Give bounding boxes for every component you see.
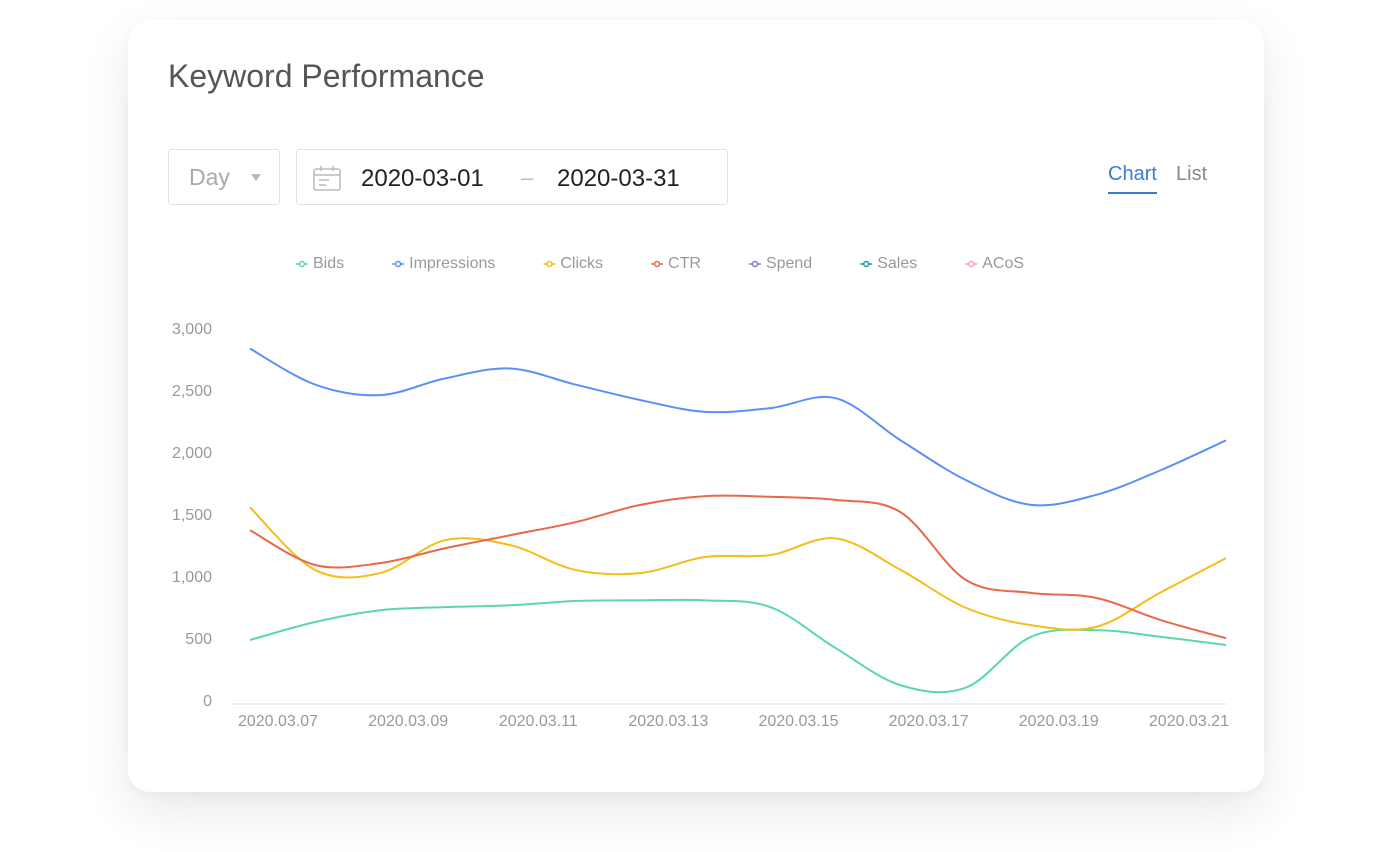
- series-line: [249, 494, 1227, 640]
- card-title: Keyword Performance: [168, 58, 485, 94]
- y-tick-label: 1,000: [172, 569, 212, 586]
- y-tick-label: 2,500: [172, 383, 212, 400]
- end-date: 2020-03-31: [557, 165, 680, 192]
- x-tick-label: 2020.03.07: [238, 713, 318, 730]
- legend-dot: [653, 260, 661, 268]
- y-tick-label: 0: [203, 693, 212, 710]
- x-tick-label: 2020.03.09: [368, 713, 448, 730]
- x-tick-label: 2020.03.13: [628, 713, 708, 730]
- legend-dot: [967, 260, 975, 268]
- y-tick-label: 1,500: [172, 507, 212, 524]
- period-select[interactable]: Day: [168, 149, 280, 205]
- tab-chart[interactable]: Chart: [1108, 163, 1157, 194]
- legend-dot: [394, 260, 402, 268]
- legend-label[interactable]: Spend: [766, 255, 812, 272]
- y-tick-label: 500: [185, 631, 212, 648]
- legend-label[interactable]: CTR: [668, 255, 701, 272]
- series-line: [249, 506, 1227, 631]
- range-separator: –: [521, 165, 534, 190]
- x-tick-label: 2020.03.19: [1019, 713, 1099, 730]
- date-range[interactable]: 2020-03-01 – 2020-03-31: [296, 149, 728, 205]
- legend-dot: [298, 260, 306, 268]
- card: Keyword Performance Day 2020-03-01 – 202…: [128, 20, 1264, 792]
- legend-dot: [751, 260, 759, 268]
- y-tick-label: 2,000: [172, 445, 212, 462]
- calendar-icon: [313, 166, 341, 191]
- x-tick-label: 2020.03.15: [758, 713, 838, 730]
- x-tick-label: 2020.03.11: [499, 713, 578, 730]
- series-line: [249, 347, 1227, 507]
- period-value: Day: [189, 164, 230, 190]
- legend-label[interactable]: Sales: [877, 255, 917, 272]
- x-tick-label: 2020.03.21: [1149, 713, 1229, 730]
- legend-label[interactable]: ACoS: [982, 255, 1024, 272]
- dropdown-arrow: [251, 174, 261, 181]
- legend-dot: [546, 260, 553, 268]
- legend-label[interactable]: Impressions: [409, 255, 495, 272]
- series-line: [249, 598, 1227, 694]
- y-tick-label: 3,000: [172, 321, 212, 338]
- legend-label[interactable]: Bids: [313, 255, 344, 272]
- start-date: 2020-03-01: [361, 165, 484, 192]
- x-tick-label: 2020.03.17: [889, 713, 969, 730]
- legend-dot: [862, 260, 870, 268]
- tab-list[interactable]: List: [1176, 163, 1208, 185]
- legend-label[interactable]: Clicks: [560, 255, 603, 272]
